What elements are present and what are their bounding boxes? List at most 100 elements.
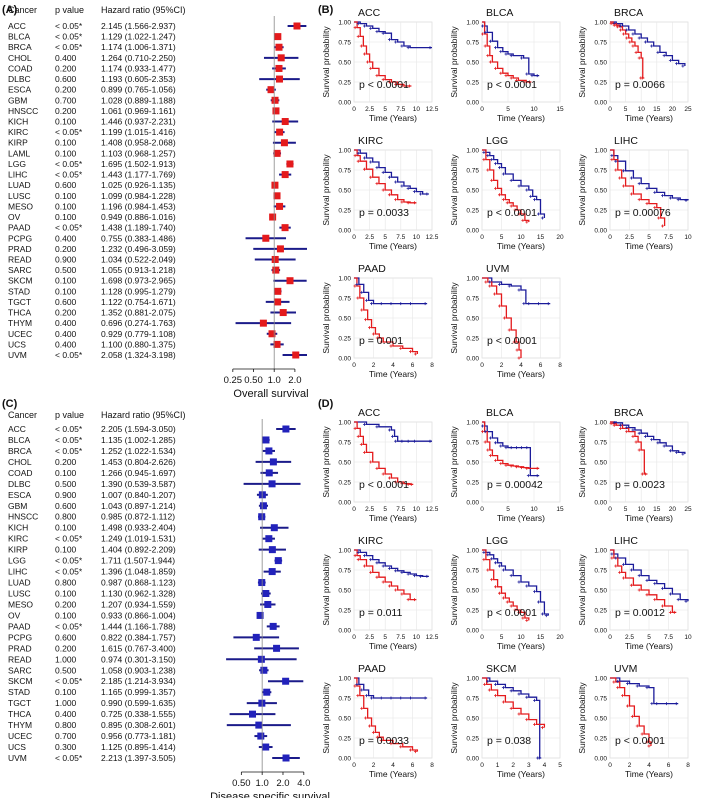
forest-cancer-label: ESCA <box>8 490 31 500</box>
forest-point <box>293 22 301 30</box>
km-censor-low <box>520 56 524 60</box>
km-censor-low <box>643 40 647 44</box>
forest-row: READ 0.900 1.034 (0.522-2.049) <box>8 254 296 264</box>
km-censor-low <box>517 184 521 188</box>
km-censor-high <box>525 220 529 224</box>
km-censor-high <box>505 600 509 604</box>
forest-point <box>262 234 270 242</box>
km-censor-high <box>498 591 501 595</box>
forest-hr-text: 1.055 (0.913-1.218) <box>101 265 176 275</box>
forest-cancer-label: STAD <box>8 286 30 296</box>
km-x-tick-label: 10 <box>684 234 692 241</box>
forest-cancer-label: SARC <box>8 665 32 675</box>
km-censor-high <box>356 558 360 562</box>
km-censor-high <box>661 224 665 228</box>
km-y-tick-label: 0.25 <box>338 608 351 615</box>
km-x-tick-label: 5 <box>506 106 510 113</box>
km-censor-high <box>517 610 521 614</box>
km-x-tick-label: 0 <box>608 506 612 513</box>
km-censor-low <box>389 696 393 700</box>
forest-hr-text: 1.193 (0.605-2.353) <box>101 74 176 84</box>
km-censor-low <box>661 586 665 590</box>
forest-point <box>256 611 264 619</box>
km-curve-high-risk <box>610 421 648 475</box>
forest-p-value: < 0.05* <box>55 446 83 456</box>
km-x-tick-label: 10 <box>517 234 525 241</box>
forest-row: BRCA < 0.05* 1.252 (1.022-1.534) <box>8 446 276 456</box>
forest-tick-label: 2.0 <box>288 375 301 386</box>
forest-point <box>271 181 279 189</box>
km-censor-low <box>394 569 398 573</box>
forest-point <box>282 677 290 685</box>
km-y-tick-label: 0.50 <box>594 60 607 67</box>
km-censor-high <box>381 580 385 584</box>
km-censor-low <box>618 423 622 427</box>
km-censor-low <box>517 580 521 584</box>
km-plot-lgg: LGG 0.00 0.25 0.50 0.75 1.00 0 5 10 15 20 p < 0.000… <box>449 135 564 251</box>
forest-cancer-label: LIHC <box>8 170 27 180</box>
forest-cancer-label: THYM <box>8 318 32 328</box>
km-x-tick-label: 2 <box>511 762 515 769</box>
km-censor-high <box>640 76 644 80</box>
km-x-tick-label: 0 <box>608 234 612 241</box>
forest-cancer-label: BLCA <box>8 435 31 445</box>
km-curve-high-risk <box>610 677 652 746</box>
km-censor-high <box>521 218 525 222</box>
km-x-tick-label: 4 <box>391 362 395 369</box>
km-x-tick-label: 0 <box>608 762 612 769</box>
km-censor-low <box>681 64 685 68</box>
forest-hr-text: 1.443 (1.177-1.769) <box>101 170 176 180</box>
km-censor-high <box>360 308 364 312</box>
km-y-tick-label: 0.00 <box>466 500 479 507</box>
km-censor-low <box>494 441 498 445</box>
km-title: PAAD <box>358 663 386 675</box>
km-y-label: Survival probability <box>321 282 331 354</box>
km-y-tick-label: 0.00 <box>594 628 607 635</box>
forest-row: BLCA < 0.05* 1.135 (1.002-1.285) <box>8 435 270 445</box>
forest-point <box>275 43 283 51</box>
km-censor-high <box>640 472 644 476</box>
km-censor-low <box>486 679 490 683</box>
km-censor-low <box>517 692 521 696</box>
km-x-tick-label: 12.5 <box>426 234 439 241</box>
km-y-tick-label: 0.50 <box>338 316 351 323</box>
km-censor-low <box>391 434 395 438</box>
km-x-tick-label: 15 <box>653 106 661 113</box>
km-p-value: p < 0.0001 <box>487 607 537 619</box>
forest-p-value: 0.600 <box>55 501 77 511</box>
km-p-value: p = 0.0033 <box>359 207 409 219</box>
forest-hr-text: 1.444 (1.166-1.788) <box>101 621 176 631</box>
km-censor-high <box>406 598 410 602</box>
km-censor-high <box>494 585 498 589</box>
forest-row: LGG < 0.05* 1.711 (1.507-1.944) <box>8 556 283 566</box>
forest-row: LUSC 0.100 1.130 (0.962-1.328) <box>8 589 271 599</box>
forest-cancer-label: ACC <box>8 424 26 434</box>
km-x-tick-label: 0 <box>352 506 356 513</box>
km-censor-low <box>409 696 412 700</box>
km-curve-high-risk <box>482 549 530 621</box>
km-censor-low <box>668 592 672 596</box>
km-censor-high <box>521 616 525 620</box>
km-title: BLCA <box>486 7 513 19</box>
forest-p-value: 0.200 <box>55 63 77 73</box>
km-censor-low <box>504 446 508 450</box>
km-censor-low <box>356 22 360 26</box>
km-y-tick-label: 0.75 <box>466 40 479 47</box>
forest-row: OV 0.100 0.949 (0.886-1.016) <box>8 212 277 222</box>
km-censor-high <box>527 80 531 84</box>
forest-tick-label: 2.0 <box>276 778 289 789</box>
km-censor-low <box>525 584 529 588</box>
km-censor-low <box>525 446 529 450</box>
forest-cancer-label: BRCA <box>8 446 32 456</box>
km-censor-low <box>428 46 432 50</box>
forest-p-value: < 0.05* <box>55 435 83 445</box>
km-x-label: Time (Years) <box>369 113 417 123</box>
km-censor-high <box>400 592 404 596</box>
forest-hr-text: 1.125 (0.895-1.414) <box>101 742 176 752</box>
km-y-tick-label: 0.50 <box>466 716 479 723</box>
km-censor-high <box>653 206 657 210</box>
forest-row: READ 1.000 0.974 (0.301-3.150) <box>8 654 297 664</box>
km-x-tick-label: 8 <box>430 762 434 769</box>
